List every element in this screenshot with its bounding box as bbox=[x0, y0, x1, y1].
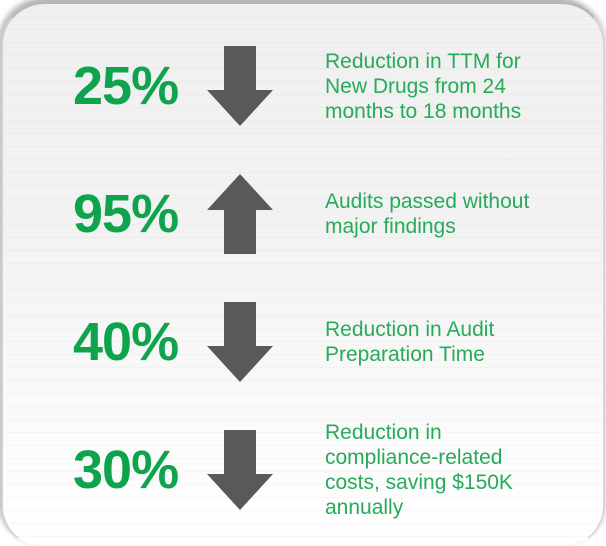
stat-row-audits-passed: 95% Audits passed without major findings bbox=[3, 150, 603, 278]
arrow-down-icon bbox=[207, 302, 273, 382]
stat-row-compliance-costs: 30% Reduction in compliance-related cost… bbox=[3, 406, 603, 534]
stat-row-ttm-reduction: 25% Reduction in TTM for New Drugs from … bbox=[3, 22, 603, 150]
arrow-up-icon bbox=[207, 174, 273, 254]
stat-description: Reduction in Audit Preparation Time bbox=[325, 318, 495, 366]
arrow-down-icon bbox=[207, 430, 273, 510]
stat-description: Reduction in compliance-related costs, s… bbox=[325, 421, 513, 519]
arrow-down-icon bbox=[207, 46, 273, 126]
stat-value: 30% bbox=[73, 440, 179, 500]
stat-description: Audits passed without major findings bbox=[325, 190, 530, 238]
stat-value: 25% bbox=[73, 56, 179, 116]
stat-value: 95% bbox=[73, 184, 179, 244]
stat-description: Reduction in TTM for New Drugs from 24 m… bbox=[325, 49, 522, 123]
stat-row-audit-prep-time: 40% Reduction in Audit Preparation Time bbox=[3, 278, 603, 406]
stat-value: 40% bbox=[73, 312, 179, 372]
